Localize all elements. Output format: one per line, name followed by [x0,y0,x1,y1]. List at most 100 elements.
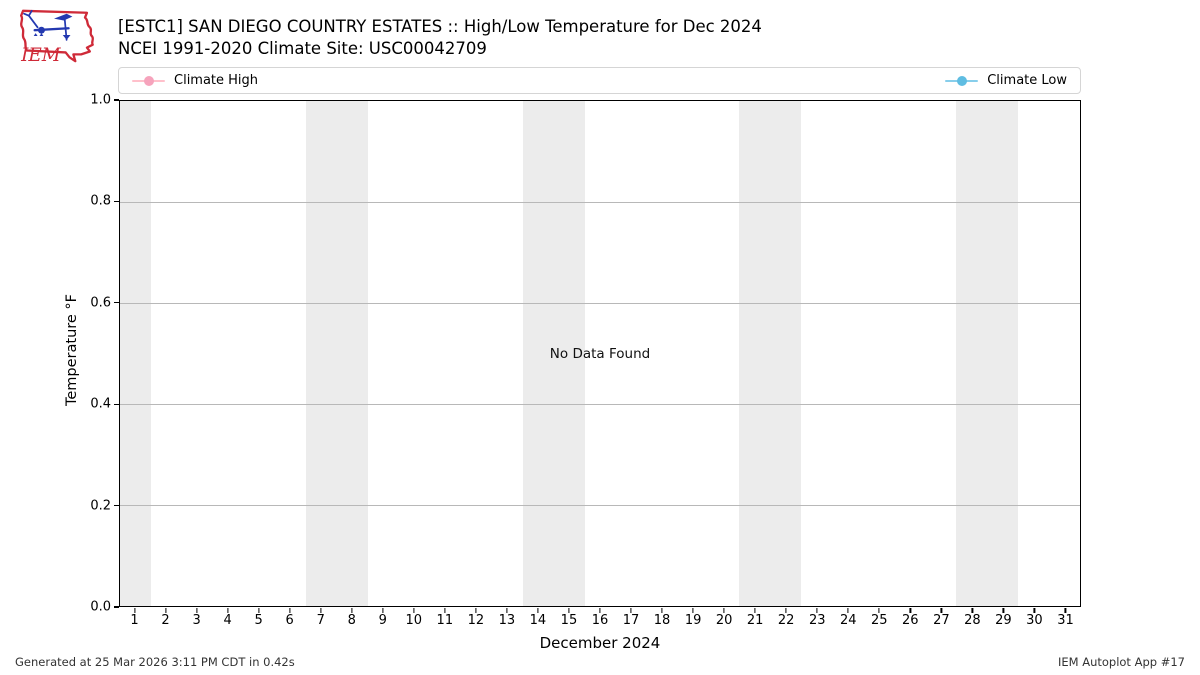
x-tick-label: 1 [130,613,139,628]
x-tick-label: 30 [1026,613,1043,628]
x-tick-label: 22 [777,613,795,628]
x-axis-title: December 2024 [539,634,661,652]
x-tick-label: 24 [839,613,857,628]
x-tick-label: 4 [223,613,232,628]
y-tick-label: 0.4 [90,396,111,412]
x-tick-mark [1064,608,1067,613]
chart-title: [ESTC1] SAN DIEGO COUNTRY ESTATES :: Hig… [118,17,762,36]
y-axis-tick-labels: 0.0 0.2 0.4 0.6 0.8 1.0 [0,93,111,615]
x-tick-label: 14 [529,613,547,628]
x-tick-label: 12 [467,613,485,628]
x-tick-mark [754,608,756,613]
y-tick-label: 0.0 [90,599,111,615]
x-tick-mark [351,608,353,613]
climate-low-marker-icon [945,75,979,86]
x-tick-label: 13 [498,613,516,628]
iem-logo: IEM [19,9,95,66]
x-tick-label: 3 [192,613,201,628]
x-tick-label: 7 [316,613,325,628]
x-tick-label: 29 [995,613,1012,628]
x-tick-label: 10 [405,613,423,628]
x-tick-label: 17 [622,613,640,628]
x-tick-mark [909,608,911,613]
x-tick-label: 15 [560,613,578,628]
x-axis-tick-labels: 1 2 3 4 5 6 7 8 9 10 11 12 13 14 15 16 17 18 19 20 21 22 23 24 2… [119,613,1081,629]
legend-label-climate-low: Climate Low [987,73,1067,88]
x-tick-mark [382,608,384,613]
x-tick-mark [320,608,322,613]
weekend-shading-band [305,101,368,606]
gridline [120,505,1080,506]
x-tick-label: 6 [285,613,294,628]
x-tick-label: 2 [161,613,170,628]
x-tick-label: 19 [684,613,702,628]
x-tick-mark [195,608,198,613]
x-tick-mark [444,608,446,613]
x-tick-mark [940,608,942,613]
x-tick-mark [816,608,818,613]
x-tick-mark [568,608,570,613]
x-tick-mark [164,608,167,613]
legend-item-climate-high: Climate High [132,73,258,88]
x-tick-label: 23 [808,613,826,628]
x-tick-label: 11 [436,613,454,628]
x-tick-mark [599,608,601,613]
legend: Climate High Climate Low [118,67,1081,94]
x-tick-label: 31 [1057,613,1074,628]
x-tick-label: 20 [715,613,733,628]
x-tick-label: 5 [254,613,263,628]
y-tick-mark [114,606,119,608]
x-tick-mark [1002,608,1004,613]
x-tick-mark [133,608,136,613]
y-tick-label: 1.0 [90,92,111,108]
weekend-shading-band [956,101,1019,606]
y-tick-mark [114,99,119,101]
x-tick-mark [723,608,725,613]
x-tick-label: 8 [347,613,356,628]
chart-subtitle: NCEI 1991-2020 Climate Site: USC00042709 [118,39,487,58]
x-tick-mark [537,608,539,613]
x-tick-mark [785,608,787,613]
x-tick-mark [847,608,849,613]
x-tick-mark [413,608,415,613]
plot-area: No Data Found [119,100,1081,607]
y-tick-label: 0.8 [90,193,111,209]
x-axis-ticks [119,608,1081,613]
y-axis-ticks [114,99,119,608]
gridline [120,202,1080,203]
x-tick-label: 26 [902,613,919,628]
weekend-shading-band [522,101,585,606]
iowa-outline-icon [19,9,95,63]
x-tick-label: 18 [653,613,671,628]
x-tick-mark [878,608,880,613]
x-tick-mark [630,608,632,613]
climate-high-marker-icon [132,75,165,86]
climate-high-dot-icon [143,75,154,86]
x-tick-label: 21 [746,613,764,628]
x-tick-label: 9 [378,613,387,628]
logo-text: IEM [20,45,62,66]
weekend-shading-band [120,101,151,606]
y-tick-mark [114,302,119,304]
weather-vane-icon [23,9,73,41]
weekend-shading-band [739,101,802,606]
x-tick-mark [692,608,694,613]
climate-low-dot-icon [956,75,967,86]
gridline [120,303,1080,304]
legend-label-climate-high: Climate High [174,73,259,88]
x-tick-label: 28 [964,613,981,628]
x-tick-mark [475,608,477,613]
y-axis-title: Temperature °F [64,293,80,407]
x-tick-label: 27 [933,613,950,628]
x-tick-mark [1033,608,1036,613]
y-tick-label: 0.2 [90,498,111,514]
y-tick-mark [114,403,119,405]
x-tick-mark [506,608,508,613]
y-tick-label: 0.6 [90,295,111,311]
x-tick-label: 25 [871,613,888,628]
y-tick-mark [114,505,119,507]
legend-item-climate-low: Climate Low [945,73,1067,88]
app-credit-text: IEM Autoplot App #17 [1057,655,1185,669]
y-tick-mark [114,200,119,202]
x-tick-mark [289,608,291,613]
